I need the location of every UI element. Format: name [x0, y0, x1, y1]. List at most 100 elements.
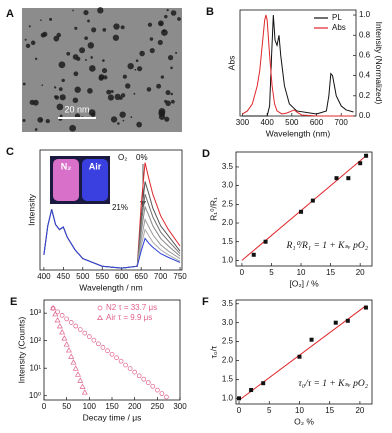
nanoparticle [59, 94, 66, 101]
nanoparticle [102, 59, 105, 62]
y-tick-label: 1.0 [222, 256, 234, 265]
nanoparticle [170, 92, 174, 96]
data-point [70, 359, 77, 365]
data-point [73, 323, 79, 329]
data-point [358, 161, 363, 166]
nanoparticle [72, 9, 74, 12]
y2-tick-label: 0.6 [359, 51, 371, 60]
data-point [154, 387, 160, 393]
data-point [77, 377, 84, 383]
nanoparticle [165, 100, 171, 107]
y-tick-label: 2.0 [222, 218, 234, 227]
legend-label: Air τ = 9.9 μs [106, 313, 152, 322]
data-point [64, 316, 70, 322]
y2-tick-label: 0.8 [359, 30, 371, 39]
y2-tick-label: 0.2 [359, 91, 371, 100]
data-point [261, 381, 266, 386]
y-axis-label: Abs [226, 56, 236, 71]
data-point [164, 394, 169, 400]
nanoparticle [98, 75, 104, 81]
data-point [63, 341, 70, 347]
nanoparticle [32, 99, 39, 106]
nanoparticle [147, 22, 153, 27]
nanoparticle [83, 9, 89, 16]
x-tick-label: 0 [240, 268, 245, 277]
x-tick-label: 600 [115, 272, 129, 281]
data-point [86, 334, 92, 339]
nanoparticle [113, 23, 120, 30]
nanoparticle [22, 82, 26, 86]
x-tick-label: 700 [335, 118, 349, 127]
nanoparticle [25, 43, 31, 49]
nanoparticle [110, 90, 114, 94]
nanoparticle [122, 119, 125, 122]
x-tick-label: 10 [297, 268, 306, 277]
nanoparticle [34, 128, 38, 131]
nanoparticle [175, 51, 178, 54]
data-point [136, 373, 142, 379]
y2-axis-label: Intensity (Normalized) [374, 22, 384, 105]
x-tick-label: 500 [76, 272, 90, 281]
nanoparticle [41, 84, 44, 87]
data-point [79, 383, 86, 389]
nanoparticle [156, 83, 162, 89]
nanoparticle [135, 59, 139, 63]
nanoparticle [22, 118, 26, 123]
data-point [50, 304, 57, 311]
series-line [43, 209, 181, 269]
nanoparticle [146, 87, 152, 92]
nanoparticle [170, 66, 173, 70]
y2-tick-label: 0.0 [359, 111, 371, 120]
nanoparticle [160, 75, 165, 79]
data-point [109, 351, 115, 357]
data-point [333, 320, 338, 325]
nanoparticle [149, 47, 155, 54]
x-tick-label: 5 [267, 406, 272, 415]
y-tick-label: 10² [29, 336, 41, 345]
x-axis-label: Decay time / μs [83, 412, 142, 422]
legend-label: N2 τ = 33.7 μs [106, 303, 157, 312]
x-tick-label: 300 [236, 118, 250, 127]
nanoparticle [37, 116, 44, 123]
plot-frame [239, 9, 357, 117]
y2-tick-label: 0.4 [359, 71, 371, 80]
nanoparticle [61, 78, 65, 83]
nanoparticle [58, 87, 63, 92]
data-point [77, 327, 83, 332]
y-tick-label: 1.5 [222, 237, 234, 246]
nanoparticle [45, 118, 50, 124]
nanoparticle [130, 116, 133, 119]
nanoparticle [79, 47, 86, 54]
panel-label: F [202, 296, 209, 308]
nanoparticle [84, 36, 88, 41]
nanoparticle [133, 92, 136, 95]
nanoparticle [122, 74, 127, 79]
x-tick-label: 400 [37, 272, 51, 281]
data-point [263, 239, 268, 244]
nanoparticle [87, 42, 95, 49]
n2-vial [53, 159, 79, 201]
data-point [310, 198, 315, 203]
nanoparticle [97, 7, 104, 14]
series-line [242, 14, 354, 117]
scale-bar-label: 20 nm [64, 104, 89, 114]
nanoparticle [134, 68, 137, 71]
y-tick-label: 2.0 [222, 356, 234, 365]
nanoparticle [56, 103, 64, 111]
x-tick-label: 600 [310, 118, 324, 127]
nanoparticle [40, 19, 42, 22]
nanoparticle [106, 89, 112, 95]
x-tick-label: 550 [96, 272, 110, 281]
nanoparticle [76, 56, 81, 61]
nanoparticle [170, 99, 175, 104]
nanoparticle [110, 116, 118, 123]
nanoparticle [127, 62, 134, 70]
tem-image [22, 7, 182, 132]
series-line [43, 209, 181, 269]
nanoparticle [120, 25, 125, 30]
annotation: 0% [136, 153, 148, 162]
data-point [309, 337, 314, 342]
nanoparticle [139, 50, 145, 57]
nanoparticle [53, 35, 60, 42]
